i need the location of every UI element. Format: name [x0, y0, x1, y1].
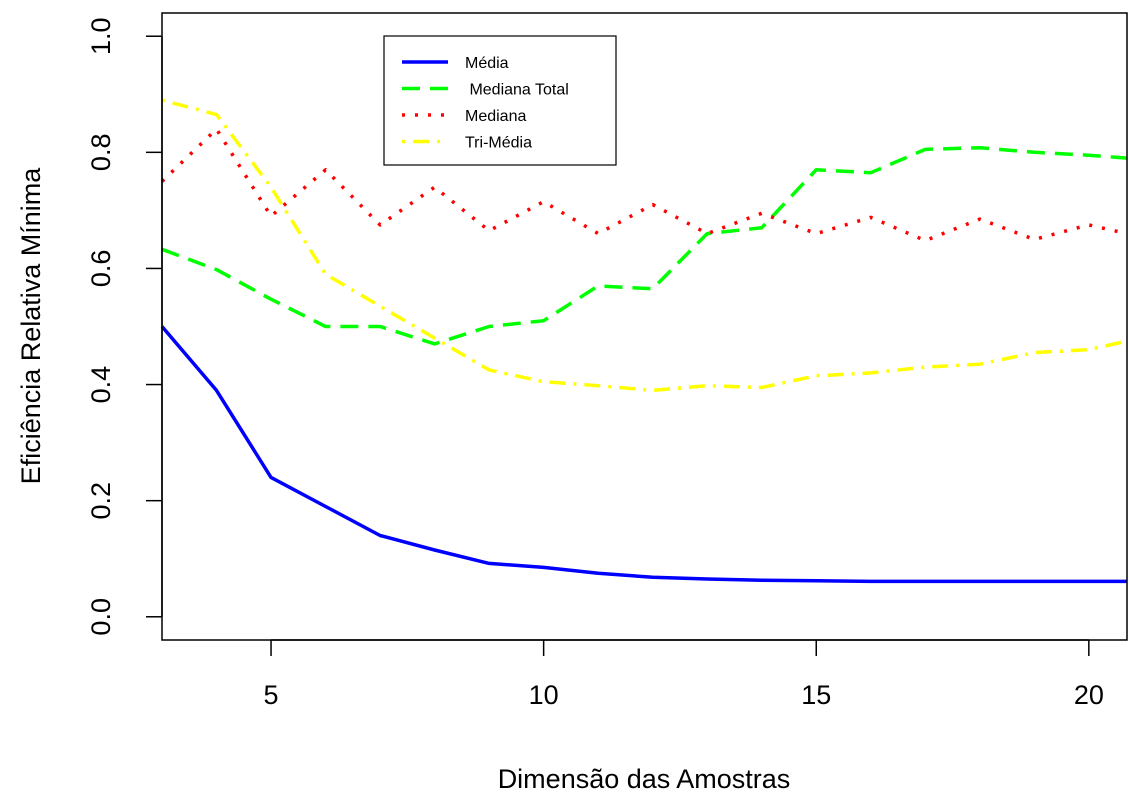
y-axis: 0.0 0.2 0.4 0.6 0.8 1.0 — [86, 17, 163, 636]
y-tick-label: 0.6 — [86, 250, 116, 288]
legend-label-mediana-total: Mediana Total — [465, 82, 569, 99]
plot-frame — [161, 12, 1128, 641]
legend-box — [383, 35, 617, 166]
series-line-media — [160, 325, 1127, 584]
y-tick-label: 1.0 — [86, 17, 116, 55]
y-axis-title: Eficiência Relativa Mínima — [16, 167, 46, 485]
y-tick-label: 0.4 — [86, 366, 116, 404]
x-tick-label: 10 — [529, 680, 559, 710]
plot-series-group — [160, 98, 1128, 584]
x-tick-label: 20 — [1074, 680, 1104, 710]
legend-label-media: Média — [465, 55, 509, 72]
legend-label-tri-media: Tri-Média — [465, 135, 532, 152]
x-tick-label: 15 — [801, 680, 831, 710]
legend-label-mediana: Mediana — [465, 108, 526, 125]
x-axis: 5 10 15 20 — [264, 639, 1104, 710]
y-tick-label: 0.2 — [86, 482, 116, 520]
x-tick-label: 5 — [264, 680, 279, 710]
series-line-mediana-total — [161, 145, 1128, 346]
series-line-tri-media — [161, 98, 1128, 393]
x-axis-title: Dimensão das Amostras — [498, 764, 791, 794]
legend: Média Mediana Total Mediana Tri-Média — [383, 35, 617, 166]
y-tick-label: 0.0 — [86, 598, 116, 636]
y-tick-label: 0.8 — [86, 134, 116, 172]
series-line-mediana — [160, 127, 1128, 243]
